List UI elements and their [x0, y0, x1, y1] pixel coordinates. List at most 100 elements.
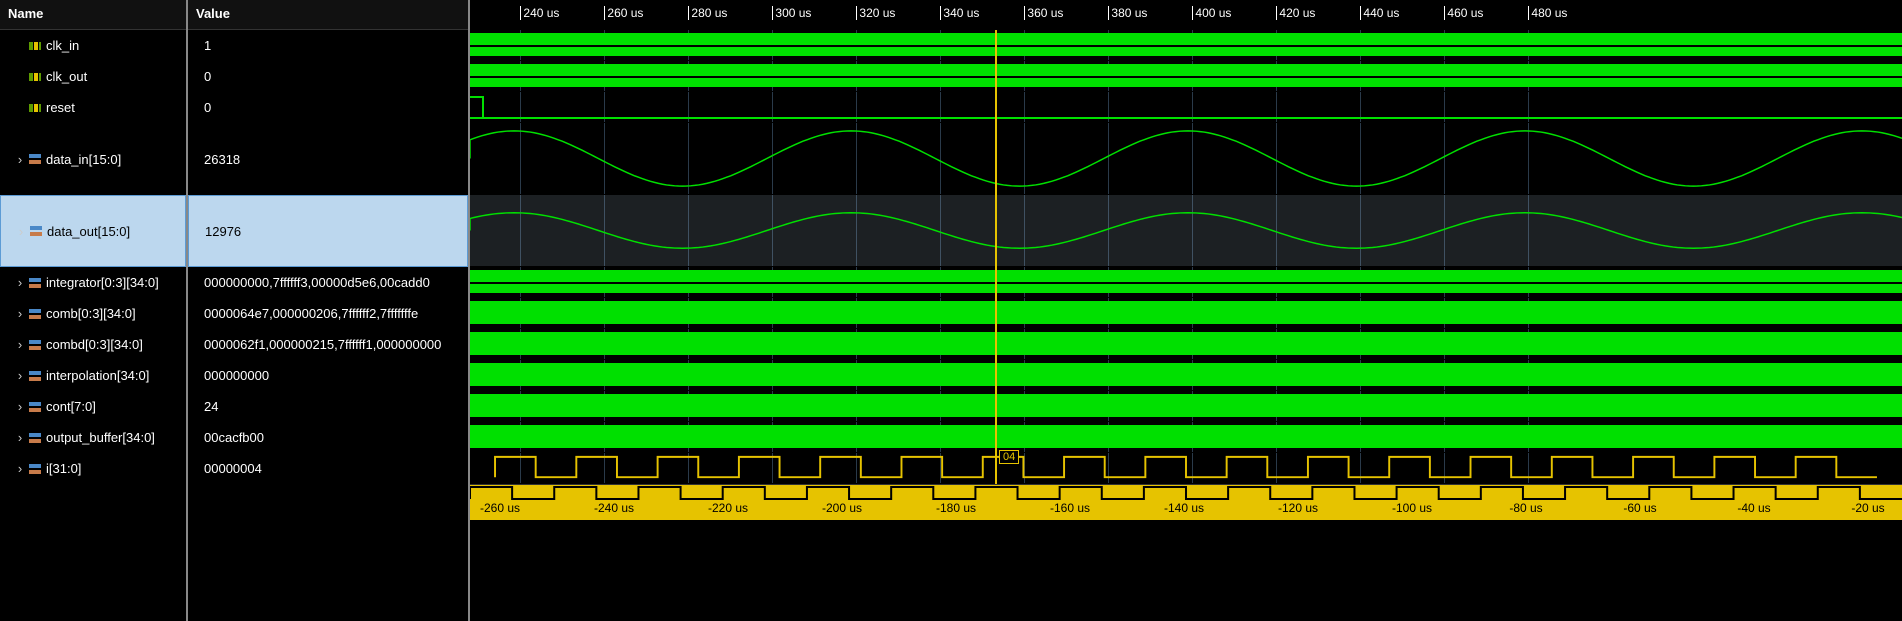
name-column: Name clk_in clk_outreset › data_in[15:0] › da…: [0, 0, 188, 621]
signal-value-text: 0: [202, 69, 211, 84]
name-column-header: Name: [0, 0, 186, 30]
signal-type-icon: [28, 369, 42, 383]
time-tick: 340 us: [940, 0, 979, 30]
signal-name-row[interactable]: › interpolation[34:0]: [0, 360, 186, 391]
signal-name-row[interactable]: › comb[0:3][34:0]: [0, 298, 186, 329]
waveform-row[interactable]: [470, 391, 1902, 422]
time-tick: 260 us: [604, 0, 643, 30]
signal-type-icon: [28, 101, 42, 115]
signal-type-icon: [28, 431, 42, 445]
signal-name-row[interactable]: ›i[31:0]: [0, 453, 186, 484]
time-tick: 240 us: [520, 0, 559, 30]
bottom-time-tick: -60 us: [1623, 501, 1656, 515]
signal-value-row[interactable]: 0: [188, 61, 468, 92]
signal-name-label: reset: [46, 100, 75, 115]
signal-name-row[interactable]: › output_buffer[34:0]: [0, 422, 186, 453]
signal-name-row[interactable]: › data_in[15:0]: [0, 123, 186, 195]
expand-icon[interactable]: ›: [14, 152, 26, 167]
bottom-time-tick: -140 us: [1164, 501, 1204, 515]
signal-type-icon: [28, 152, 42, 166]
expand-icon[interactable]: ›: [14, 275, 26, 290]
signal-name-label: interpolation[34:0]: [46, 368, 149, 383]
waveform-row[interactable]: [470, 61, 1902, 92]
expand-icon[interactable]: ›: [14, 461, 26, 476]
signal-value-row[interactable]: 0: [188, 92, 468, 123]
waveform-row[interactable]: [470, 195, 1902, 267]
expand-icon[interactable]: ›: [14, 430, 26, 445]
signal-value-row[interactable]: 0000064e7,000000206,7ffffff2,7fffffffe: [188, 298, 468, 329]
time-tick: 380 us: [1108, 0, 1147, 30]
signal-value-row[interactable]: 00cacfb00: [188, 422, 468, 453]
time-tick: 420 us: [1276, 0, 1315, 30]
signal-name-row[interactable]: clk_in: [0, 30, 186, 61]
signal-type-icon: [29, 224, 43, 238]
signal-name-label: cont[7:0]: [46, 399, 96, 414]
expand-icon[interactable]: ›: [15, 224, 27, 239]
expand-icon[interactable]: ›: [14, 337, 26, 352]
signal-name-label: combd[0:3][34:0]: [46, 337, 143, 352]
expand-icon[interactable]: ›: [14, 306, 26, 321]
bottom-time-tick: -40 us: [1737, 501, 1770, 515]
signal-name-label: output_buffer[34:0]: [46, 430, 155, 445]
signal-value-text: 0000064e7,000000206,7ffffff2,7fffffffe: [202, 306, 418, 321]
value-column-header: Value: [188, 0, 468, 30]
waveform-row[interactable]: [470, 360, 1902, 391]
bottom-time-tick: -260 us: [480, 501, 520, 515]
time-tick: 460 us: [1444, 0, 1483, 30]
expand-icon[interactable]: ›: [14, 368, 26, 383]
bottom-time-tick: -200 us: [822, 501, 862, 515]
signal-value-text: 00cacfb00: [202, 430, 264, 445]
signal-name-row[interactable]: › cont[7:0]: [0, 391, 186, 422]
signal-value-row[interactable]: 26318: [188, 123, 468, 195]
signal-name-label: data_out[15:0]: [47, 224, 130, 239]
waveform-row[interactable]: [470, 329, 1902, 360]
bottom-time-tick: -20 us: [1851, 501, 1884, 515]
signal-name-label: data_in[15:0]: [46, 152, 121, 167]
waveform-row[interactable]: [470, 267, 1902, 298]
signal-type-icon: [28, 70, 42, 84]
signal-name-label: clk_out: [46, 69, 87, 84]
signal-value-row[interactable]: 12976: [188, 195, 468, 267]
signal-value-row[interactable]: 000000000,7ffffff3,00000d5e6,00cadd0: [188, 267, 468, 298]
signal-value-row[interactable]: 24: [188, 391, 468, 422]
signal-name-row[interactable]: clk_out: [0, 61, 186, 92]
signal-name-row[interactable]: ›integrator[0:3][34:0]: [0, 267, 186, 298]
signal-name-row[interactable]: › data_out[15:0]: [0, 195, 186, 267]
bottom-time-tick: -80 us: [1509, 501, 1542, 515]
expand-icon[interactable]: ›: [14, 399, 26, 414]
time-tick: 360 us: [1024, 0, 1063, 30]
bottom-time-tick: -220 us: [708, 501, 748, 515]
signal-value-row[interactable]: 00000004: [188, 453, 468, 484]
signal-type-icon: [28, 39, 42, 53]
cursor-value-flag: 04: [999, 450, 1019, 464]
waveform-row[interactable]: [470, 298, 1902, 329]
signal-type-icon: [28, 400, 42, 414]
value-column: Value 1002631812976000000000,7ffffff3,00…: [188, 0, 470, 621]
signal-type-icon: [28, 338, 42, 352]
time-cursor[interactable]: [995, 30, 997, 484]
signal-name-row[interactable]: reset: [0, 92, 186, 123]
time-tick: 400 us: [1192, 0, 1231, 30]
waveform-body[interactable]: 04-260 us-240 us-220 us-200 us-180 us-16…: [470, 30, 1902, 520]
waveform-area[interactable]: 240 us260 us280 us300 us320 us340 us360 …: [470, 0, 1902, 621]
time-tick: 300 us: [772, 0, 811, 30]
waveform-row[interactable]: [470, 92, 1902, 123]
bottom-time-tick: -100 us: [1392, 501, 1432, 515]
signal-value-text: 24: [202, 399, 218, 414]
signal-type-icon: [28, 462, 42, 476]
signal-value-text: 0000062f1,000000215,7ffffff1,000000000: [202, 337, 441, 352]
signal-value-row[interactable]: 1: [188, 30, 468, 61]
time-tick: 320 us: [856, 0, 895, 30]
waveform-row[interactable]: [470, 422, 1902, 453]
signal-name-row[interactable]: › combd[0:3][34:0]: [0, 329, 186, 360]
signal-value-row[interactable]: 0000062f1,000000215,7ffffff1,000000000: [188, 329, 468, 360]
waveform-row[interactable]: [470, 123, 1902, 195]
waveform-row[interactable]: [470, 453, 1902, 484]
waveform-row[interactable]: [470, 30, 1902, 61]
signal-value-text: 000000000,7ffffff3,00000d5e6,00cadd0: [202, 275, 430, 290]
signal-value-row[interactable]: 000000000: [188, 360, 468, 391]
time-ruler-top[interactable]: 240 us260 us280 us300 us320 us340 us360 …: [470, 0, 1902, 30]
time-ruler-bottom[interactable]: -260 us-240 us-220 us-200 us-180 us-160 …: [470, 484, 1902, 520]
signal-value-text: 1: [202, 38, 211, 53]
signal-name-label: comb[0:3][34:0]: [46, 306, 136, 321]
